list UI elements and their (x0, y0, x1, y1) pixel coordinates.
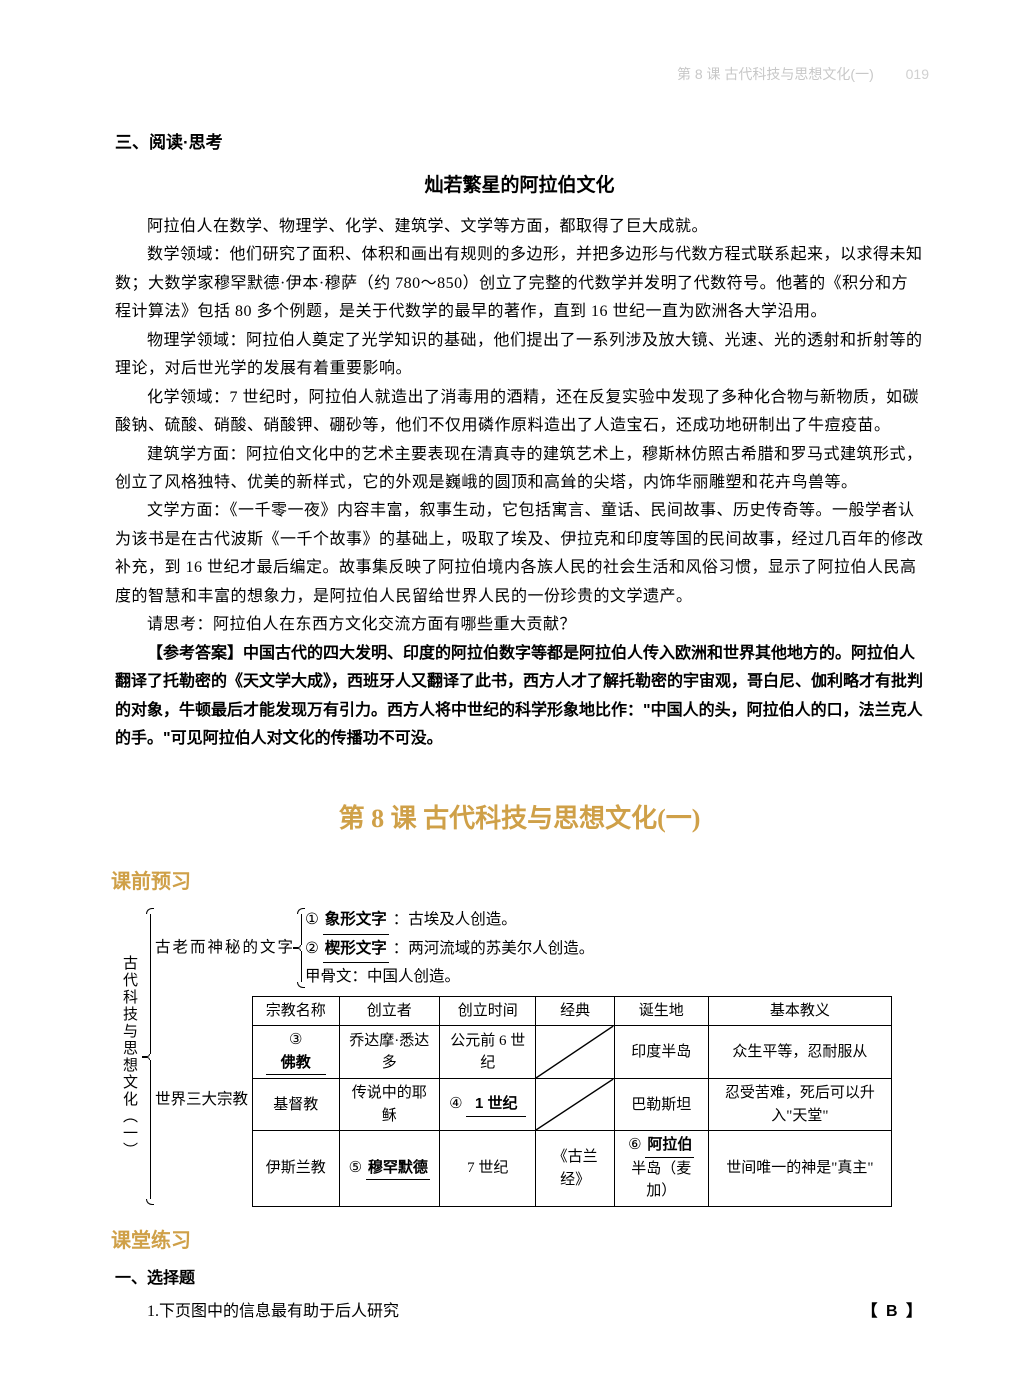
reading-title: 灿若繁星的阿拉伯文化 (115, 169, 924, 203)
col-founder: 创立者 (339, 996, 439, 1026)
col-scripture: 经典 (536, 996, 614, 1026)
q1-text: 1.下页图中的信息最有助于后人研究 (115, 1298, 862, 1327)
blank-6: 阿拉伯 (645, 1134, 694, 1158)
para-math: 数学领域：他们研究了面积、体积和画出有规则的多边形，并把多边形与代数方程式联系起… (115, 241, 924, 326)
col-place: 诞生地 (614, 996, 708, 1026)
para-intro: 阿拉伯人在数学、物理学、化学、建筑学、文学等方面，都取得了巨大成就。 (115, 213, 924, 241)
header-chapter: 第 8 课 古代科技与思想文化(一) (677, 66, 874, 82)
lesson-title: 第 8 课 古代科技与思想文化(一) (115, 796, 924, 843)
table-row: 宗教名称 创立者 创立时间 经典 诞生地 基本教义 (253, 996, 892, 1026)
script-line-2: ② 楔形文字 ：两河流域的苏美尔人创造。 (305, 935, 594, 963)
para-answer: 【参考答案】中国古代的四大发明、印度的阿拉伯数字等都是阿拉伯人传入欧洲和世界其他… (115, 640, 924, 754)
outline-root-label: 古代科技与思想文化（一） (111, 906, 146, 1206)
page-number: 019 (906, 62, 929, 87)
blank-3: 佛教 (266, 1052, 326, 1076)
blank-4: 1 世纪 (466, 1093, 526, 1117)
script-line-3: 甲骨文：中国人创造。 (305, 963, 594, 990)
para-architecture: 建筑学方面：阿拉伯文化中的艺术主要表现在清真寺的建筑艺术上，穆斯林仿照古希腊和罗… (115, 441, 924, 498)
table-row: 基督教 传说中的耶稣 ④ 1 世纪 巴勒斯坦 忍受苦难，死后可以升入"天堂" (253, 1079, 892, 1131)
religions-label: 世界三大宗教 (155, 994, 252, 1207)
table-row: 伊斯兰教 ⑤ 穆罕默德 7 世纪 《古兰经》 ⑥ 阿拉伯半岛（麦加） 世间唯一的… (253, 1131, 892, 1207)
para-question: 请思考：阿拉伯人在东西方文化交流方面有哪些重大贡献？ (115, 611, 924, 639)
col-time: 创立时间 (439, 996, 536, 1026)
page-header: 第 8 课 古代科技与思想文化(一) 019 (677, 62, 929, 87)
section-3-heading: 三、阅读·思考 (115, 128, 924, 159)
blank-2: 楔形文字 (323, 935, 389, 963)
table-row: ③ 佛教 乔达摩·悉达多 公元前 6 世纪 印度半岛 众生平等，忍耐服从 (253, 1026, 892, 1079)
question-1: 1.下页图中的信息最有助于后人研究 【 B 】 (115, 1298, 924, 1327)
preview-heading: 课前预习 (111, 864, 924, 900)
para-chemistry: 化学领域：7 世纪时，阿拉伯人就造出了消毒用的酒精，还在反复实验中发现了多种化合… (115, 384, 924, 441)
diagonal-cell (536, 1026, 614, 1079)
exercise-sub: 一、选择题 (115, 1265, 924, 1294)
brace-icon (146, 906, 154, 1206)
scripts-label: 古老而神秘的文字 (155, 906, 297, 989)
diagonal-cell (536, 1079, 614, 1131)
religion-table: 宗教名称 创立者 创立时间 经典 诞生地 基本教义 ③ 佛教 乔达摩·悉达多 公… (252, 996, 892, 1207)
q1-answer: 【 B 】 (862, 1298, 924, 1327)
col-name: 宗教名称 (253, 996, 339, 1026)
exercise-heading: 课堂练习 (111, 1223, 924, 1259)
col-doctrine: 基本教义 (708, 996, 891, 1026)
brace-icon (297, 906, 305, 989)
para-literature: 文学方面：《一千零一夜》内容丰富，叙事生动，它包括寓言、童话、民间故事、历史传奇… (115, 497, 924, 611)
blank-1: 象形文字 (323, 906, 389, 934)
script-line-1: ① 象形文字 ：古埃及人创造。 (305, 906, 594, 934)
blank-5: 穆罕默德 (366, 1157, 430, 1181)
para-physics: 物理学领域：阿拉伯人奠定了光学知识的基础，他们提出了一系列涉及放大镜、光速、光的… (115, 327, 924, 384)
outline: 古代科技与思想文化（一） 古老而神秘的文字 ① 象形文字 ：古埃及人创造。 ② … (111, 906, 924, 1206)
